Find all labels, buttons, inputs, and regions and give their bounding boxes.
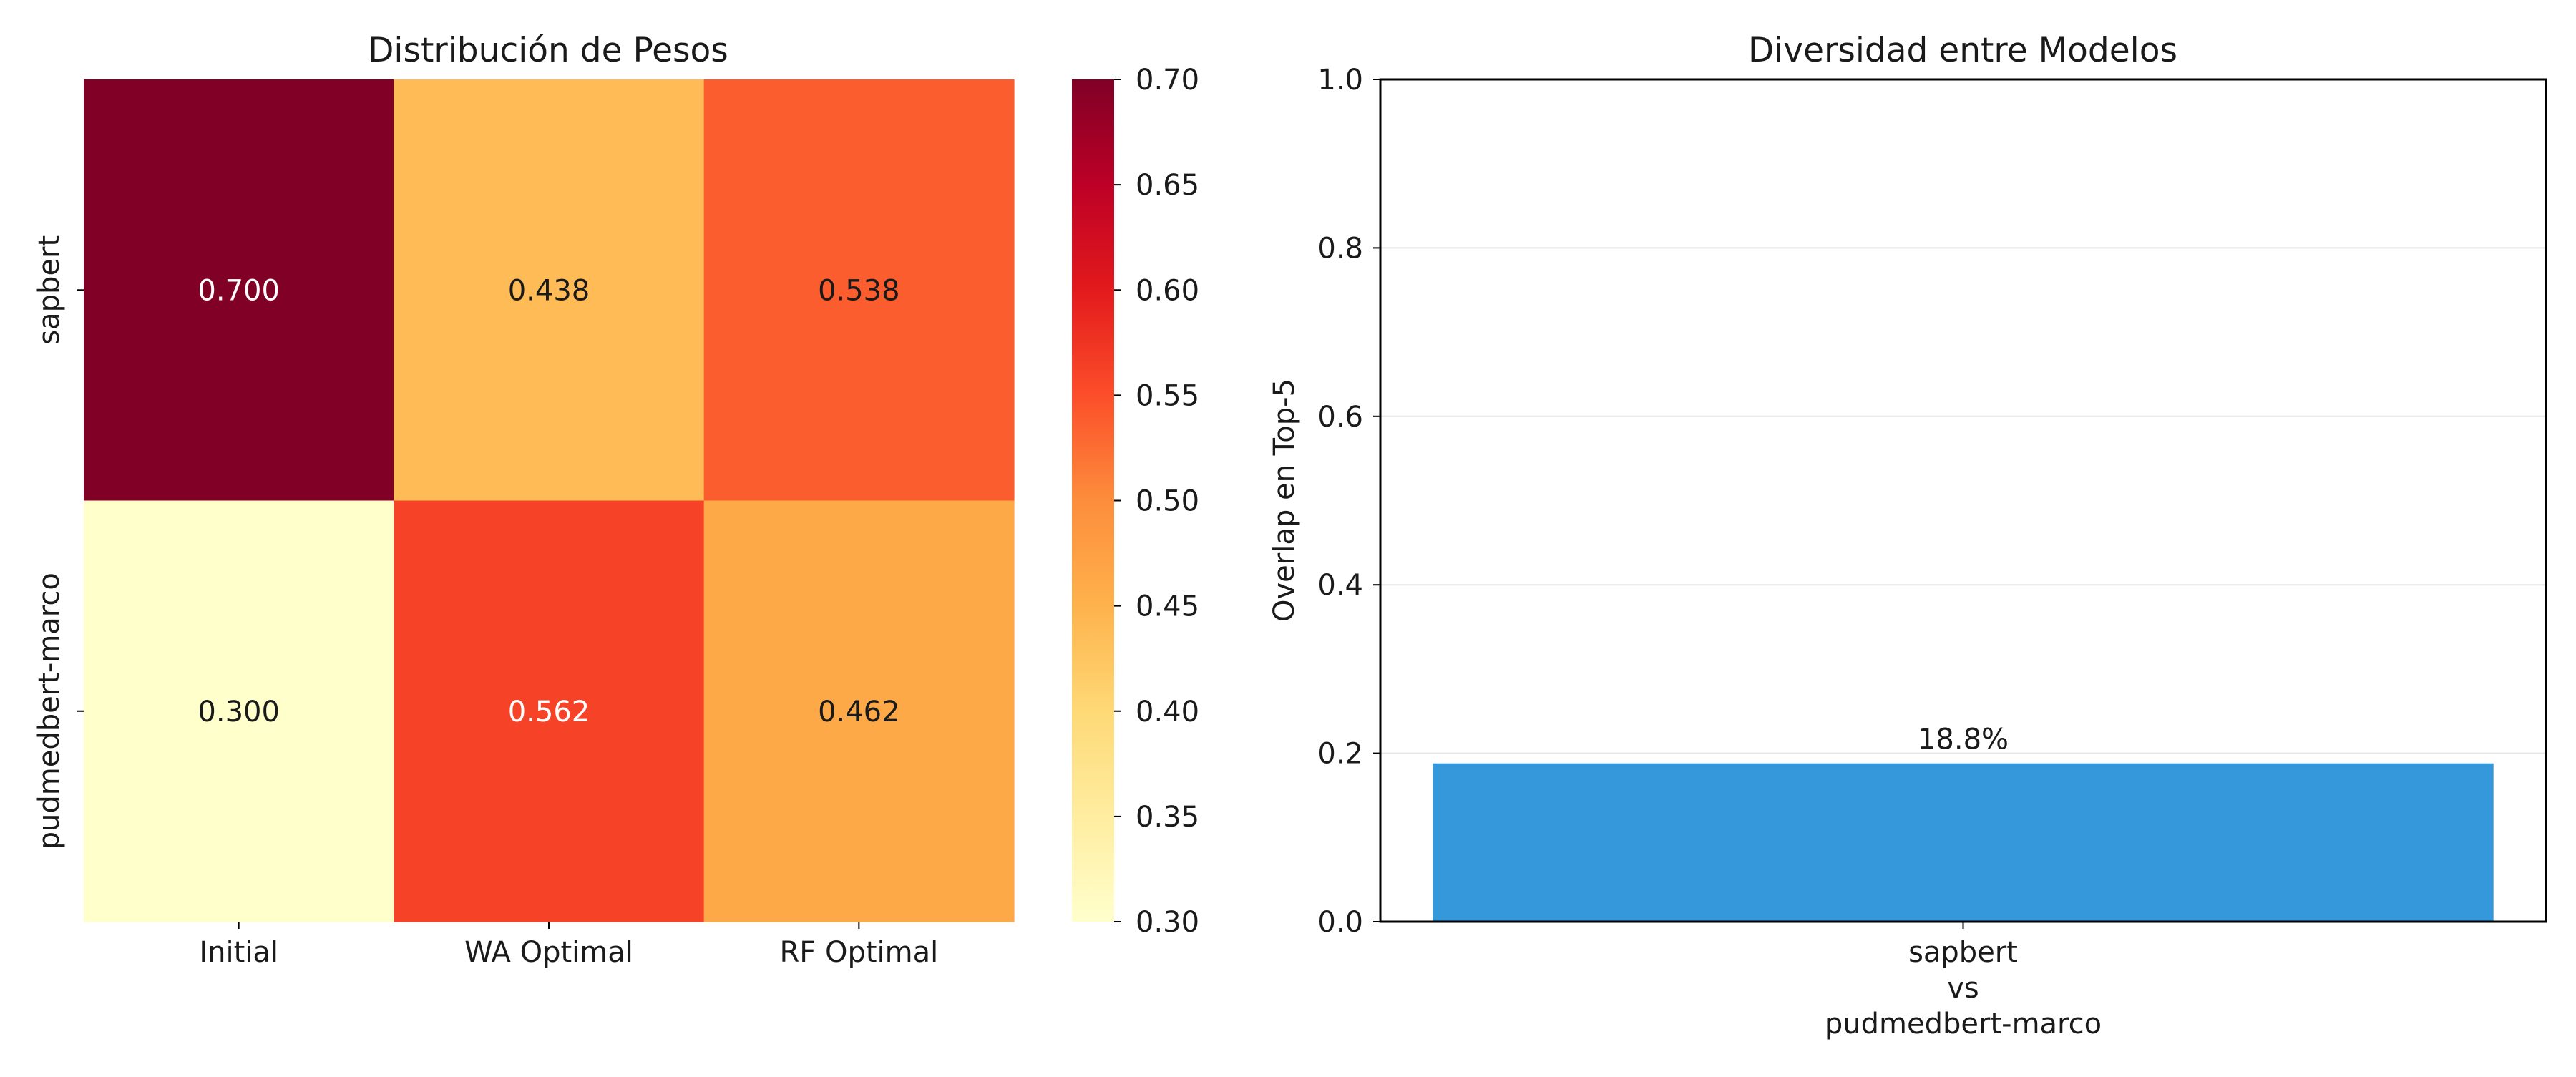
heatmap-panel: Distribución de Pesos 0.700 0.438 0.538 0.3… [33,31,1199,969]
heatmap-column-label: Initial [199,936,278,969]
colorbar-tick-label: 0.65 [1136,169,1199,202]
colorbar-tick-label: 0.35 [1136,801,1199,834]
heatmap-cell [84,500,394,922]
colorbar-tick-label: 0.55 [1136,379,1199,412]
heatmap-cells: 0.700 0.438 0.538 0.300 0.562 0.462 [84,79,1015,922]
heatmap-cell-label: 0.700 [197,274,280,307]
heatmap-cell [394,79,705,502]
bar-y-tick-label: 0.0 [1317,906,1363,939]
colorbar-tick-label: 0.70 [1136,64,1199,97]
colorbar [1072,79,1114,922]
bar-x-tick-label: pudmedbert-marco [1825,1008,2102,1041]
heatmap-title: Distribución de Pesos [368,31,728,70]
bar-x-tick-label: sapbert [1908,936,2018,969]
colorbar-tick-label: 0.40 [1136,696,1199,728]
heatmap-cell-label: 0.300 [197,696,280,728]
colorbar-tick-label: 0.45 [1136,590,1199,623]
colorbar-tick-label: 0.60 [1136,274,1199,307]
heatmap-row-label: pudmedbert-marco [33,572,66,849]
heatmap-cell-label: 0.538 [818,274,900,307]
bar-y-axis-label: Overlap en Top-5 [1268,379,1301,622]
heatmap-row-label: sapbert [33,235,66,345]
heatmap-cell-label: 0.462 [818,696,900,728]
colorbar-tick-label: 0.30 [1136,906,1199,939]
heatmap-cell [703,79,1015,502]
bar-y-tick-label: 0.2 [1317,738,1363,771]
bar-series: 18.8% [1433,723,2494,922]
heatmap-row-ticks: sapbert pudmedbert-marco [33,235,84,849]
heatmap-column-label: WA Optimal [464,936,633,969]
bar-y-tick-label: 0.8 [1317,232,1363,265]
heatmap-cell [394,500,705,922]
bar-y-ticks: 0.0 0.2 0.4 0.6 0.8 1.0 [1317,64,1380,939]
bar-chart-title: Diversidad entre Modelos [1748,31,2177,70]
heatmap-cell-label: 0.562 [508,696,590,728]
bar-y-tick-label: 1.0 [1317,64,1363,97]
bar-panel: Diversidad entre Modelos 18.8% 0.0 0.2 0.4… [1268,31,2547,1041]
heatmap-cell [84,79,394,502]
colorbar-ticks: 0.30 0.35 0.40 0.45 0.50 0.55 0.60 0.65 0.70 [1114,64,1199,939]
bar-value-label: 18.8% [1918,723,2009,756]
heatmap-col-ticks: Initial WA Optimal RF Optimal [199,922,938,969]
bar-y-tick-label: 0.6 [1317,401,1363,434]
bar [1433,763,2494,922]
bar-x-tick-label: vs [1947,972,1979,1005]
bar-y-tick-label: 0.4 [1317,569,1363,602]
bar-gridlines [1380,247,2546,754]
heatmap-column-label: RF Optimal [779,936,938,969]
heatmap-cell [703,500,1015,922]
heatmap-cell-label: 0.438 [508,274,590,307]
colorbar-tick-label: 0.50 [1136,485,1199,518]
